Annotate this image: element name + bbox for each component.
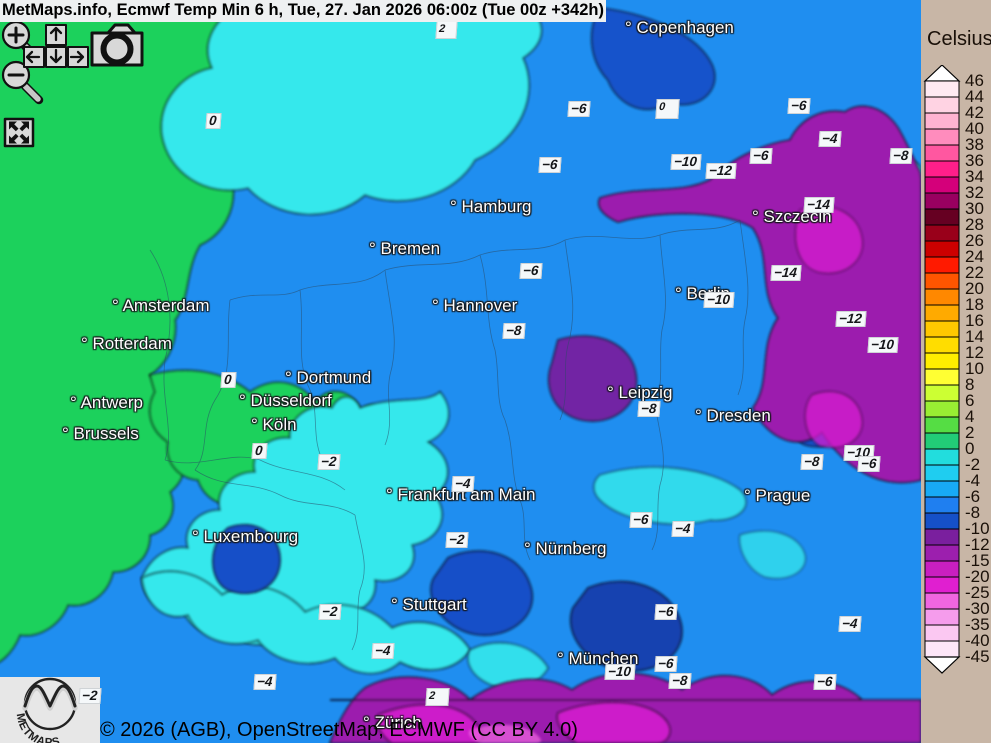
svg-text:-45: -45 bbox=[965, 647, 990, 666]
